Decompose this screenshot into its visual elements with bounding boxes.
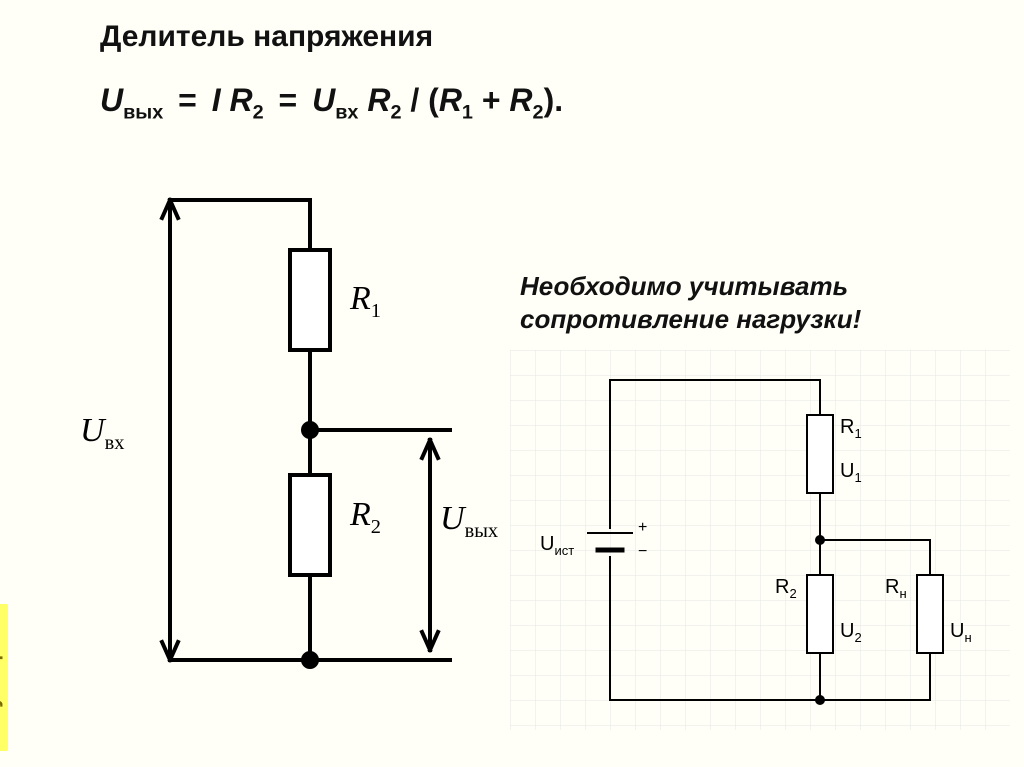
label-r1: R1 [350, 280, 381, 323]
sidebar-label: Функции [0, 604, 8, 751]
label-plus: + [638, 519, 647, 537]
label-minus: − [638, 543, 647, 561]
label-r2: R2 [350, 496, 381, 539]
formula-Uin: Uвх [312, 82, 358, 118]
label-uout: Uвых [440, 500, 498, 543]
formula-Uout: Uвых [100, 82, 163, 118]
formula-R1: R1 [439, 82, 473, 118]
resistor-r2-icon [290, 475, 330, 575]
label-rh: Rн [885, 576, 907, 601]
label-usrc: Uист [540, 533, 574, 558]
label-u1: U1 [840, 460, 862, 485]
label-r1: R1 [840, 416, 862, 441]
grid-background [510, 350, 1010, 730]
formula-I: I [212, 82, 221, 118]
label-uin: Uвх [80, 412, 124, 455]
slash-icon: / [410, 82, 428, 118]
slide: Функции Делитель напряжения Uвых = I R2 … [0, 0, 1024, 767]
lparen-icon: ( [428, 82, 439, 118]
circuit-basic-divider: Uвх R1 R2 Uвых [60, 180, 500, 690]
label-uh: Uн [950, 620, 972, 645]
formula-R2c: R2 [509, 82, 543, 118]
resistor-r1-icon [290, 250, 330, 350]
equals-icon: = [273, 82, 304, 118]
formula: Uвых = I R2 = Uвх R2 / (R1 + R2). [100, 82, 563, 124]
equals-icon: = [172, 82, 203, 118]
resistor-r1-icon [807, 415, 833, 493]
rparen-icon: ). [544, 82, 564, 118]
page-title: Делитель напряжения [100, 20, 433, 54]
node-bottom-icon [303, 653, 317, 667]
resistor-rh-icon [917, 575, 943, 653]
label-r2: R2 [775, 576, 797, 601]
plus-icon: + [482, 82, 510, 118]
note-text: Необходимо учитывать сопротивление нагру… [520, 270, 861, 335]
formula-R2a: R2 [230, 82, 264, 118]
circuit-loaded-divider: Uист + − R1 U1 R2 U2 Rн Uн [510, 350, 1010, 730]
label-u2: U2 [840, 620, 862, 645]
formula-R2b: R2 [367, 82, 401, 118]
resistor-r2-icon [807, 575, 833, 653]
node-bot-icon [816, 696, 824, 704]
